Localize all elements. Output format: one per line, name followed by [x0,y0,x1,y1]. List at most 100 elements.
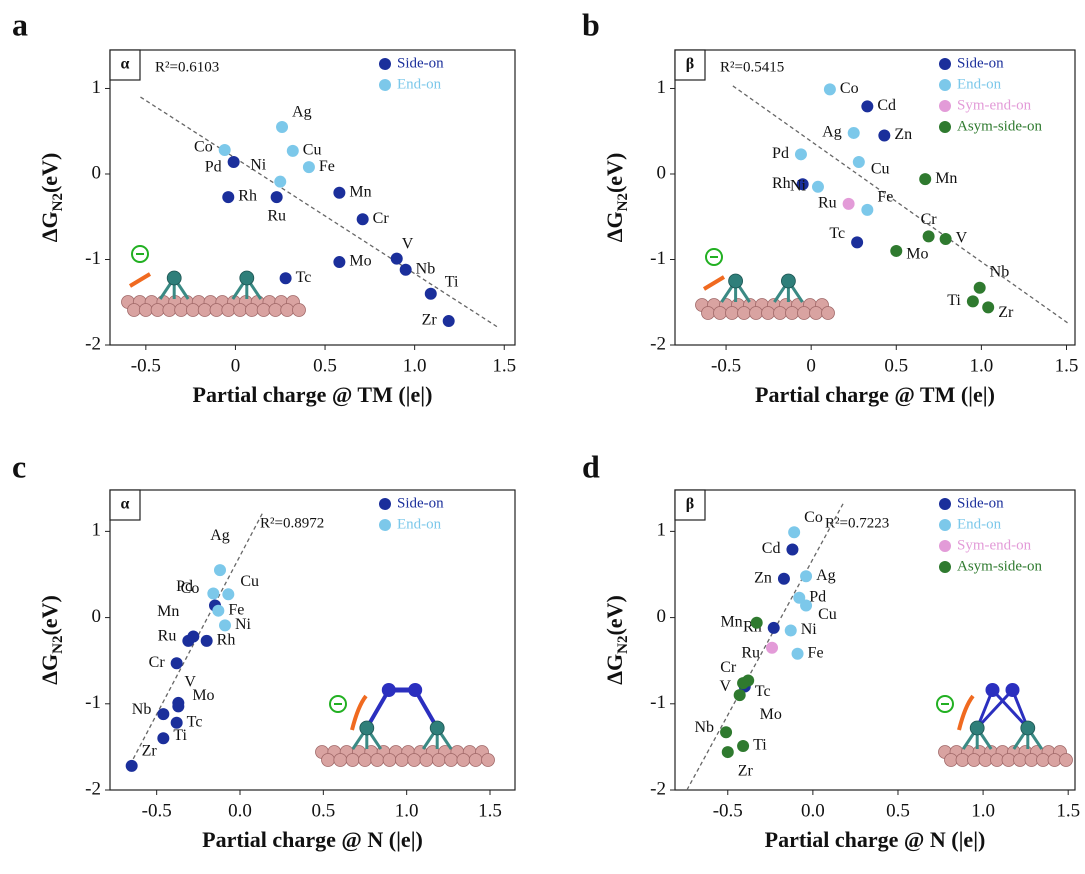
data-point [218,144,231,157]
point-label: Nb [990,263,1010,280]
point-label: Fe [228,601,244,618]
r-squared: R²=0.6103 [155,59,219,75]
data-point [777,572,790,585]
substrate-atom [419,753,434,767]
fit-line [686,502,845,791]
substrate-atom [209,303,224,317]
data-point [212,604,225,617]
substrate-atom [456,753,471,767]
substrate-atom [1024,753,1039,767]
data-point [786,543,799,556]
y-axis-label-main: ΔG [602,654,627,685]
x-axis-label: Partial charge @ TM (|e|) [193,382,433,407]
substrate-atom [268,303,283,317]
legend-marker [939,100,951,112]
data-point [847,126,860,139]
y-tick-label: -1 [85,248,101,269]
point-label: Cd [762,540,781,557]
y-axis-label-unit: (eV) [602,595,627,635]
data-point [767,621,780,634]
substrate-atom [1047,753,1062,767]
point-label: V [720,678,732,695]
data-point [861,100,874,113]
y-axis-label: ΔGN2(eV) [37,595,66,685]
data-point [207,587,220,600]
data-point [302,161,315,174]
substrate-atom [431,753,446,767]
data-point [861,203,874,216]
box-label: β [686,496,694,513]
data-point [878,129,891,142]
point-label: Mo [192,687,214,704]
x-tick-label: 0 [231,355,241,376]
data-point [333,256,346,269]
substrate-atom [809,306,823,320]
substrate-atom [1036,753,1050,767]
data-point [982,301,995,314]
substrate-atom [944,753,958,767]
data-point [852,156,865,169]
charge-arrow [350,694,368,731]
data-point [811,180,824,193]
data-point [286,144,299,157]
legend-marker [379,519,391,531]
point-label: Nb [416,260,436,277]
legend-label: End-on [957,516,1002,532]
x-tick-label: 1.0 [403,355,427,376]
y-axis-label: ΔGN2(eV) [37,153,66,243]
point-label: Cr [373,210,390,227]
data-point [733,689,746,702]
point-label: Mo [349,253,371,270]
x-tick-label: 1.5 [478,800,502,821]
charge-arrow [957,694,975,731]
x-tick-label: 1.0 [971,800,995,821]
point-label: Ti [173,727,187,744]
data-point [793,591,806,604]
x-tick-label: 0.0 [801,800,825,821]
legend-marker [379,79,391,91]
point-label: V [956,230,968,247]
point-label: Cu [303,142,322,159]
point-label: Mo [906,246,928,263]
point-label: Ru [158,628,177,645]
point-label: Tc [187,713,203,730]
y-axis-label: ΔGN2(eV) [602,153,631,243]
substrate-atom [749,306,763,320]
point-label: Ni [790,177,807,194]
data-point [170,657,183,670]
data-point [794,148,807,161]
point-label: Cu [871,161,890,178]
substrate-atom [370,753,385,767]
point-label: Mn [157,603,179,620]
point-label: Rh [238,188,257,205]
point-label: Rh [772,175,791,192]
plot-frame [109,489,516,791]
substrate-atom [221,303,236,317]
substrate-atom [1013,753,1027,767]
y-axis-label-unit: (eV) [602,153,627,193]
box-label: α [121,56,130,73]
y-tick-label: 0 [92,606,102,627]
x-tick-label: 1.5 [1056,800,1080,821]
point-label: V [402,235,414,252]
n-atom [1005,683,1020,697]
point-label: Mn [720,613,742,630]
substrate-atom [233,303,247,317]
point-label: V [184,674,196,691]
data-point [922,230,935,243]
y-tick-label: 0 [92,162,102,183]
point-label: Co [840,80,859,97]
substrate-atom [256,303,271,317]
data-point [157,708,170,721]
point-label: Cr [149,654,166,671]
charge-arrow [702,275,726,291]
substrate-atom [468,753,483,767]
bond [991,688,1029,730]
substrate-atom [1059,753,1073,767]
substrate-atom [821,306,835,320]
n-atom [985,683,1000,697]
substrate-atom [321,753,335,767]
legend-marker [939,79,951,91]
box-label: β [686,56,694,73]
y-axis-label-sub: N2 [50,193,66,211]
